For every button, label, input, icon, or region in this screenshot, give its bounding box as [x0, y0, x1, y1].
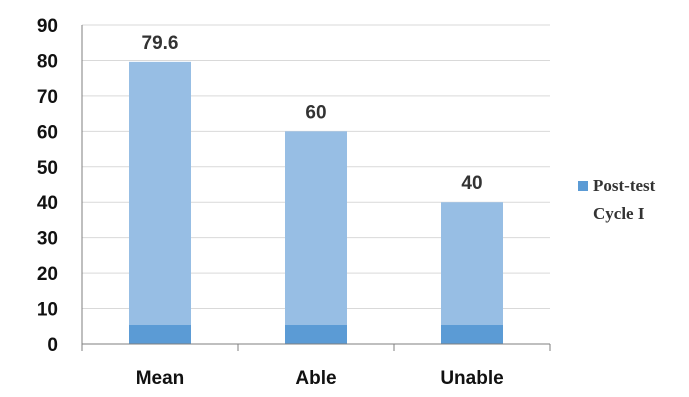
bar-unable — [441, 202, 503, 344]
bars — [129, 61, 503, 345]
labels: 0 10 20 30 40 50 60 70 80 90 79.6 Mean 60 Able 40 Unabl… — [37, 16, 504, 389]
data-label-unable: 40 — [461, 173, 482, 194]
y-tick-label: 10 — [37, 300, 58, 321]
data-label-mean: 79.6 — [142, 33, 179, 54]
x-tick-label-unable: Unable — [440, 368, 503, 389]
y-tick-label: 70 — [37, 87, 58, 108]
y-tick-label: 60 — [37, 122, 58, 143]
y-tick-label: 30 — [37, 229, 58, 250]
x-tick-label-mean: Mean — [136, 368, 185, 389]
bar-able — [285, 131, 347, 344]
data-label-able: 60 — [305, 102, 326, 123]
y-tick-label: 40 — [37, 193, 58, 214]
x-tick-label-able: Able — [295, 368, 336, 389]
y-tick-label: 80 — [37, 51, 58, 72]
y-tick-label: 0 — [47, 335, 58, 356]
legend-label-line-1: Post-test — [593, 176, 656, 195]
y-tick-label: 20 — [37, 264, 58, 285]
bar-mean — [129, 61, 191, 345]
bar-base-able — [285, 325, 347, 344]
legend: Post-test Cycle I — [578, 176, 656, 223]
y-tick-label: 50 — [37, 158, 58, 179]
axes — [81, 25, 551, 351]
y-tick-label: 90 — [37, 16, 58, 37]
bar-base-unable — [441, 325, 503, 344]
legend-label-line-2: Cycle I — [593, 204, 645, 223]
bar-base-mean — [129, 325, 191, 344]
legend-swatch — [578, 181, 588, 191]
